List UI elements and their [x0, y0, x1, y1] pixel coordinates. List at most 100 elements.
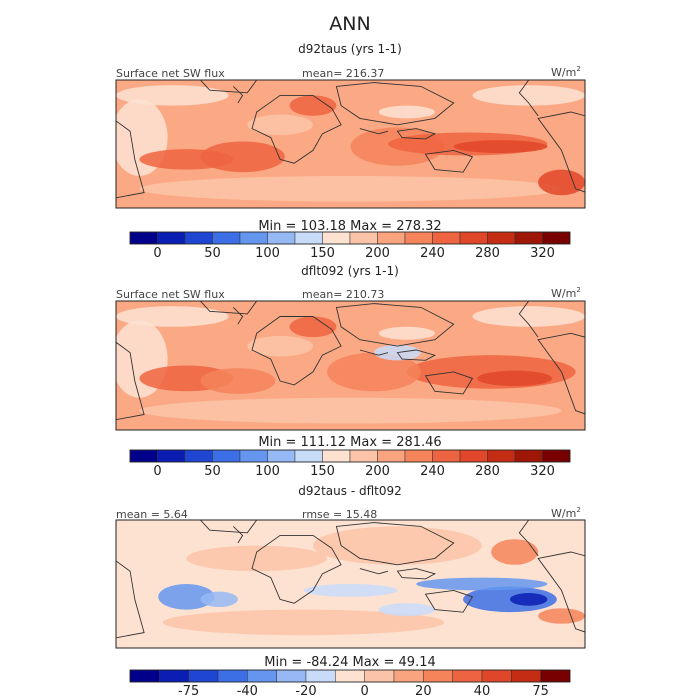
colorbar-swatch: [432, 231, 461, 245]
colorbar-swatch: [487, 449, 516, 463]
colorbar-swatch: [540, 669, 571, 683]
contour-region: [538, 169, 585, 196]
colorbar-swatch: [157, 449, 186, 463]
panel-1-map: [116, 80, 585, 208]
colorbar-tick-label: 320: [530, 246, 555, 261]
colorbar-swatch: [129, 231, 158, 245]
colorbar-swatch: [423, 669, 453, 683]
contour-region: [162, 609, 445, 636]
panel-1: d92taus (yrs 1-1) Surface net SW flux me…: [115, 42, 586, 261]
panel-3-title: d92taus - dflt092: [298, 484, 402, 498]
contour-region: [327, 352, 421, 392]
contour-region: [158, 584, 215, 610]
colorbar-swatch: [511, 669, 541, 683]
continent-outline: [396, 349, 437, 361]
panel-1-map-frame: [115, 79, 586, 209]
colorbar-swatch: [542, 449, 571, 463]
continent-outline: [199, 80, 258, 94]
contour-region: [303, 584, 398, 597]
colorbar-tick-label: 40: [474, 684, 491, 699]
continent-outline: [424, 371, 474, 395]
panel-1-min-max: Min = 103.18 Max = 278.32: [258, 219, 441, 234]
panel-3-map-frame: [115, 519, 586, 649]
colorbar-swatch: [184, 449, 213, 463]
colorbar-tick-label: 240: [420, 464, 445, 479]
colorbar-swatch: [267, 231, 296, 245]
panel-3-mean-label: mean = 5.64: [116, 508, 188, 521]
continent-outline: [396, 128, 437, 140]
contour-region: [116, 80, 585, 208]
colorbar-tick-label: 0: [153, 246, 161, 261]
coastline: [232, 307, 244, 325]
colorbar-swatch: [294, 449, 323, 463]
colorbar-tick-label: 280: [475, 464, 500, 479]
contour-region: [289, 95, 337, 116]
coastline: [518, 301, 539, 338]
colorbar-swatch: [305, 669, 336, 683]
colorbar-tick-label: 280: [475, 246, 500, 261]
continent-outline: [116, 120, 145, 199]
panel-2-mean-label: mean= 210.73: [302, 288, 384, 301]
colorbar-frame: [129, 231, 571, 245]
colorbar-swatch: [247, 669, 277, 683]
contour-region: [116, 520, 585, 648]
colorbar-tick-label: 100: [255, 464, 280, 479]
contour-region: [378, 603, 435, 616]
colorbar-swatch: [322, 449, 351, 463]
coastline: [359, 128, 389, 135]
contour-region: [200, 591, 238, 608]
panel-1-variable-label: Surface net SW flux: [116, 67, 225, 80]
colorbar-swatch: [157, 231, 186, 245]
continent-outline: [424, 149, 474, 173]
panel-2-units-base: W/m: [551, 287, 576, 300]
panel-2-map: [116, 301, 585, 430]
coastline: [359, 568, 389, 575]
colorbar-swatch: [335, 669, 365, 683]
panel-3: d92taus - dflt092 mean = 5.64 rmse = 15.…: [115, 484, 586, 699]
panel-3-min-max: Min = -84.24 Max = 49.14: [264, 655, 436, 670]
coastline: [518, 520, 539, 557]
colorbar-tick-label: 240: [420, 246, 445, 261]
colorbar-swatch: [239, 449, 268, 463]
contour-region: [186, 545, 328, 572]
coastline: [232, 526, 244, 544]
colorbar-swatch: [129, 449, 158, 463]
colorbar-tick-label: 200: [365, 464, 390, 479]
colorbar-swatch: [542, 231, 571, 245]
colorbar-tick-label: 150: [310, 464, 335, 479]
colorbar-swatch: [239, 231, 268, 245]
coastline: [518, 80, 539, 117]
colorbar-swatch: [212, 231, 241, 245]
panel-3-units-base: W/m: [551, 507, 576, 520]
continent-outline: [199, 301, 258, 315]
contour-region: [472, 85, 585, 106]
colorbar-tick-label: 50: [204, 464, 221, 479]
contour-region: [378, 105, 435, 119]
figure-title: ANN: [329, 13, 370, 35]
continent-outline: [537, 111, 585, 193]
colorbar-swatch: [294, 231, 323, 245]
contour-region: [247, 114, 313, 136]
contour-region: [139, 149, 234, 170]
colorbar-swatch: [487, 231, 516, 245]
continent-outline: [335, 303, 455, 347]
panel-2-units: W/m2: [551, 286, 581, 300]
continent-outline: [424, 589, 474, 613]
continent-outline: [537, 551, 585, 633]
colorbar-tick-label: 100: [255, 246, 280, 261]
continent-outline: [251, 534, 342, 604]
colorbar-swatch: [514, 449, 543, 463]
contour-region: [247, 335, 313, 357]
colorbar-swatch: [349, 449, 378, 463]
colorbar-swatch: [432, 449, 461, 463]
colorbar-swatch: [276, 669, 307, 683]
colorbar-swatch: [452, 669, 483, 683]
continent-outline: [116, 560, 145, 639]
colorbar-tick-label: -75: [178, 684, 199, 699]
contour-region: [538, 608, 585, 624]
colorbar-swatch: [217, 669, 248, 683]
colorbar-swatch: [393, 669, 424, 683]
panel-2-units-sup: 2: [576, 286, 580, 294]
continent-outline: [537, 332, 585, 415]
colorbar-tick-label: 75: [532, 684, 549, 699]
